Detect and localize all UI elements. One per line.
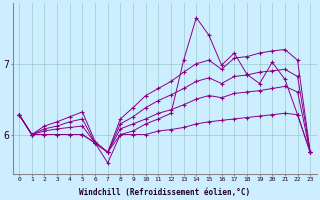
X-axis label: Windchill (Refroidissement éolien,°C): Windchill (Refroidissement éolien,°C) [79,188,250,197]
